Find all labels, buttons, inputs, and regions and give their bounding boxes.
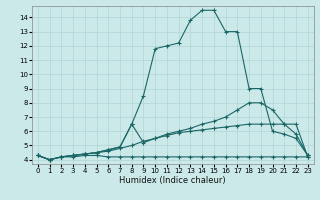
X-axis label: Humidex (Indice chaleur): Humidex (Indice chaleur) xyxy=(119,176,226,185)
